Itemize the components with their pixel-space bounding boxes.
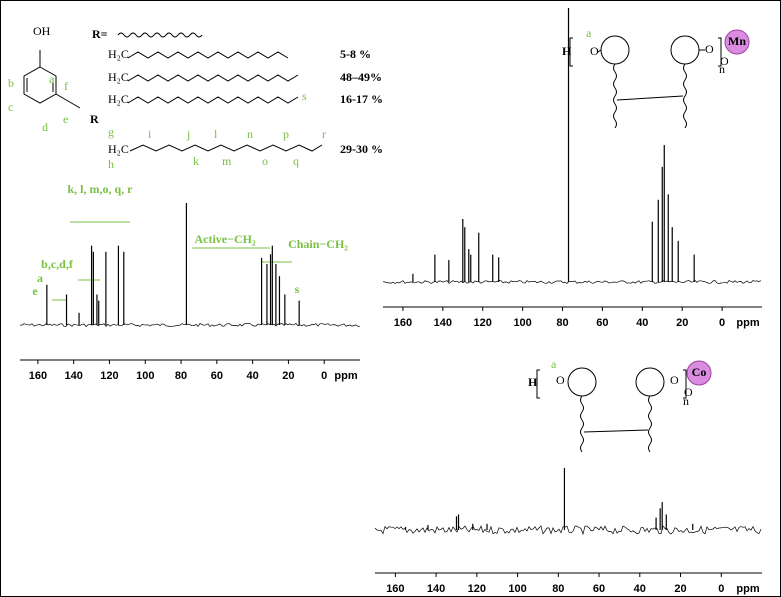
structure-label: H₂C (108, 70, 129, 84)
x-tick-label: 140 (427, 583, 445, 595)
x-tick-label: 40 (634, 583, 646, 595)
structure-label: s (302, 89, 307, 103)
x-tick-label: 0 (718, 583, 724, 595)
x-tick-label: 140 (65, 370, 83, 382)
structure-label: p (283, 127, 289, 141)
structure-label: 48–49% (340, 70, 382, 84)
x-tick-label: 60 (593, 583, 605, 595)
structure-label: d (42, 120, 48, 134)
x-tick-label: 100 (513, 317, 531, 329)
x-tick-label: 120 (474, 317, 492, 329)
structure-label: r (322, 127, 326, 141)
structure-label: l (214, 127, 218, 141)
structure-label: 29-30 % (340, 142, 383, 156)
x-axis-label: ppm (736, 583, 759, 595)
structure-label: c (8, 100, 13, 114)
structure-label: f (64, 79, 68, 93)
peak-annotation: a (37, 271, 43, 285)
x-axis-label: ppm (334, 370, 357, 382)
x-tick-label: 60 (596, 317, 608, 329)
structure-label: k (193, 154, 199, 168)
metal-co (686, 360, 712, 386)
structure-label: O (684, 385, 693, 399)
x-tick-label: 20 (674, 583, 686, 595)
structure-label: H₂C (108, 47, 129, 61)
structure-label: Co (692, 365, 707, 379)
structure-label: OH (33, 24, 51, 38)
structure-label: i (148, 127, 152, 141)
structure-label: o (262, 154, 268, 168)
structure-label: n (719, 62, 725, 76)
peak-annotation: k, l, m,o, q, r (67, 182, 133, 196)
structure-label: O (720, 54, 729, 68)
structure-label: O (590, 44, 599, 58)
structure-label: a (586, 26, 592, 40)
metal-mn (724, 29, 750, 55)
peak-annotation: Chain−CH₂ (288, 237, 348, 251)
x-tick-label: 140 (434, 317, 452, 329)
peak-annotation: s (295, 282, 300, 296)
structure-label: e (63, 112, 68, 126)
peak-annotation: b,c,d,f (41, 257, 74, 271)
x-tick-label: 120 (468, 583, 486, 595)
structure-label: H₂C (108, 142, 129, 156)
structure-label: H₂C (108, 92, 129, 106)
structure-label: R (90, 112, 99, 126)
structure-drawings (23, 32, 722, 453)
structure-label: n (683, 394, 689, 408)
x-tick-label: 160 (29, 370, 47, 382)
x-tick-label: 160 (386, 583, 404, 595)
structure-label: O (556, 373, 565, 387)
baseline-noise (382, 280, 762, 284)
x-tick-label: 120 (100, 370, 118, 382)
structure-label: H (562, 44, 572, 58)
structure-label: g (108, 125, 114, 139)
x-tick-label: 80 (552, 583, 564, 595)
x-tick-label: 40 (636, 317, 648, 329)
x-tick-label: 60 (211, 370, 223, 382)
structure-label: n (247, 127, 253, 141)
x-axis-label: ppm (736, 317, 759, 329)
baseline-noise (19, 323, 361, 328)
x-tick-label: 20 (676, 317, 688, 329)
structure-label: O (705, 42, 714, 56)
x-tick-label: 100 (508, 583, 526, 595)
x-tick-label: 40 (247, 370, 259, 382)
structure-label: b (8, 76, 14, 90)
structure-label: 5-8 % (340, 47, 371, 61)
structure-label: R= (92, 27, 108, 41)
structure-label: j (186, 127, 190, 141)
structure-label: H (528, 375, 538, 389)
x-tick-label: 80 (175, 370, 187, 382)
peak-annotation: e (32, 284, 38, 298)
x-tick-label: 0 (321, 370, 327, 382)
structure-label: a (551, 357, 557, 371)
x-tick-label: 20 (282, 370, 294, 382)
structure-label: Mn (728, 34, 746, 48)
x-tick-label: 80 (556, 317, 568, 329)
structure-label: a (49, 72, 55, 86)
structure-label: 16-17 % (340, 92, 383, 106)
baseline-noise (374, 525, 762, 536)
structure-label: q (293, 154, 299, 168)
x-tick-label: 100 (136, 370, 154, 382)
structure-label: h (108, 157, 114, 171)
x-tick-label: 160 (394, 317, 412, 329)
structure-label: O (670, 373, 679, 387)
structure-label: m (222, 154, 232, 168)
peak-annotation: Active−CH₂ (194, 232, 255, 246)
x-tick-label: 0 (719, 317, 725, 329)
